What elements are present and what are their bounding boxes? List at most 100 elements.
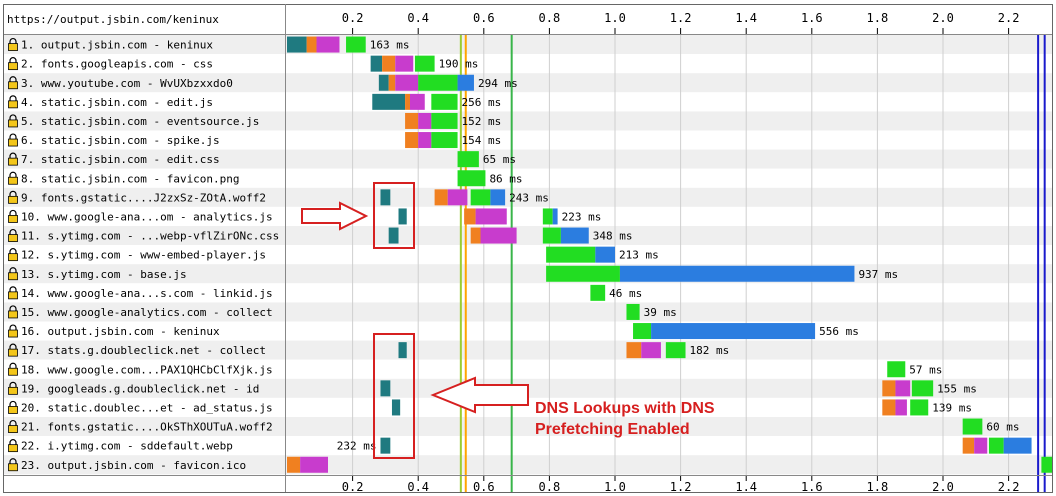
ssl-bar <box>395 74 419 91</box>
request-label: 5. static.jsbin.com - eventsource.js <box>21 115 259 128</box>
request-label: 2. fonts.googleapis.com - css <box>21 58 213 71</box>
tick-label: 2.2 <box>998 11 1020 25</box>
download-bar <box>457 74 474 91</box>
ssl-bar <box>410 93 425 110</box>
ttfb-bar <box>546 265 620 282</box>
request-time: 39 ms <box>644 306 677 319</box>
annotation-line-1: DNS Lookups with DNS <box>535 400 715 417</box>
dns-bar <box>370 55 383 72</box>
request-time: 60 ms <box>986 421 1019 434</box>
row-background <box>4 149 1052 169</box>
ttfb-bar <box>431 93 458 110</box>
ttfb-bar <box>633 323 652 340</box>
ttfb-bar <box>988 437 1004 454</box>
row-background <box>4 245 1052 265</box>
row-background <box>4 187 1052 207</box>
request-label: 20. static.doublec...et - ad_status.js <box>21 401 273 414</box>
request-label: 11. s.ytimg.com - ...webp-vflZirONc.css <box>21 230 279 243</box>
ssl-bar <box>475 208 507 225</box>
row-background <box>4 417 1052 437</box>
connect-bar <box>626 342 642 359</box>
request-time: 139 ms <box>932 401 972 414</box>
download-bar <box>490 189 506 206</box>
request-label: 14. www.google-ana...s.com - linkid.js <box>21 287 273 300</box>
lock-icon <box>8 324 18 338</box>
time-labels: 163 ms 190 ms 294 ms 256 ms 152 ms 154 ms 65 m… <box>337 39 1020 453</box>
lock-icon <box>8 458 18 472</box>
row-background <box>4 397 1052 417</box>
lock-icon <box>8 229 18 242</box>
tick-label: 0.4 <box>407 11 429 25</box>
lock-icon <box>8 95 18 109</box>
dns-bar <box>372 93 406 110</box>
tick-label: 0.4 <box>407 480 429 494</box>
ssl-bar <box>418 132 432 149</box>
row-background <box>4 73 1052 93</box>
annotation-box-bottom <box>373 333 415 459</box>
ttfb-bar <box>1041 456 1052 473</box>
request-time: 213 ms <box>619 249 659 262</box>
request-time: 348 ms <box>593 230 633 243</box>
tick-label: 1.6 <box>801 480 823 494</box>
connect-bar <box>382 55 396 72</box>
connect-bar <box>388 74 396 91</box>
tick-label: 0.8 <box>539 11 561 25</box>
ttfb-bar <box>414 55 435 72</box>
request-label: 1. output.jsbin.com - keninux <box>21 39 213 52</box>
request-time: 937 ms <box>858 268 898 281</box>
request-label: 18. www.google.com...PAX1QHCbClfXjk.js <box>21 363 273 376</box>
request-time: 163 ms <box>370 39 410 52</box>
ssl-bar <box>316 36 340 53</box>
ttfb-bar <box>457 170 486 187</box>
request-label: 16. output.jsbin.com - keninux <box>21 325 220 338</box>
ssl-bar <box>641 342 661 359</box>
request-label: 22. i.ytimg.com - sddefault.webp <box>21 440 233 453</box>
ssl-bar <box>895 399 907 416</box>
lock-icon <box>8 152 18 166</box>
request-label: 12. s.ytimg.com - www-embed-player.js <box>21 249 266 262</box>
ssl-bar <box>480 227 517 244</box>
ttfb-bar <box>542 227 561 244</box>
lock-icon <box>8 267 18 281</box>
download-bar <box>560 227 589 244</box>
dns-bar <box>380 380 391 397</box>
row-background <box>4 436 1052 456</box>
page-url[interactable]: https://output.jsbin.com/keninux <box>7 13 219 26</box>
row-background <box>4 283 1052 303</box>
row-background <box>4 168 1052 188</box>
request-time: 65 ms <box>483 153 516 166</box>
header-bar <box>0 0 1056 35</box>
tick-label: 0.6 <box>473 11 495 25</box>
row-background <box>4 226 1052 246</box>
dns-bar <box>287 36 307 53</box>
request-bars <box>287 36 1052 473</box>
ttfb-bar <box>418 74 458 91</box>
lock-icon <box>8 362 18 376</box>
ttfb-bar <box>457 151 479 168</box>
request-time: 86 ms <box>489 172 522 185</box>
lock-icon <box>8 286 18 300</box>
row-backgrounds <box>4 35 1052 475</box>
request-time: 152 ms <box>462 115 502 128</box>
tick-label: 2.2 <box>998 480 1020 494</box>
request-label: 21. fonts.gstatic....OkSThXOUTuA.woff2 <box>21 421 273 434</box>
ttfb-bar <box>910 399 929 416</box>
ssl-bar <box>447 189 468 206</box>
request-labels: 1. output.jsbin.com - keninux 2. fonts.go… <box>8 38 279 472</box>
download-bar <box>619 265 855 282</box>
download-bar <box>595 246 615 263</box>
connect-bar <box>405 132 419 149</box>
tick-label: 1.0 <box>604 480 626 494</box>
tick-label: 1.0 <box>604 11 626 25</box>
connect-bar <box>306 36 317 53</box>
tick-label: 1.6 <box>801 11 823 25</box>
request-time: 57 ms <box>909 363 942 376</box>
tick-label: 1.4 <box>735 480 757 494</box>
annotation-box-top <box>373 182 415 249</box>
ttfb-bar <box>542 208 553 225</box>
lock-icon <box>8 420 18 433</box>
row-background <box>4 54 1052 74</box>
lock-icon <box>8 190 18 204</box>
request-time: 154 ms <box>462 134 502 147</box>
request-time: 182 ms <box>690 344 730 357</box>
